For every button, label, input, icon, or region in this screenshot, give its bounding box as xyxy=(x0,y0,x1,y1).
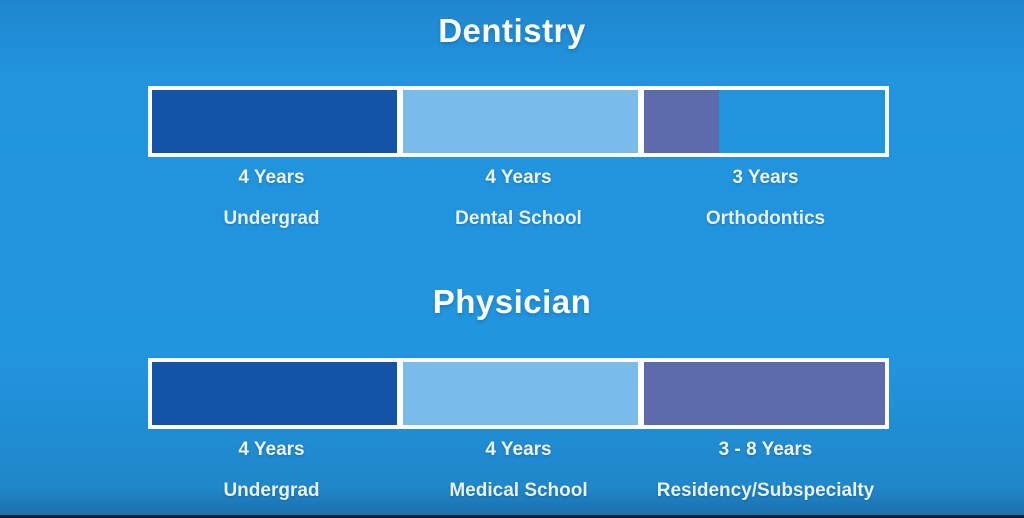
dentistry-segment-orthodontics-partial xyxy=(644,90,719,153)
stage-text: Dental School xyxy=(455,208,582,229)
dentistry-segment-undergrad xyxy=(152,90,397,153)
segment-divider xyxy=(638,90,645,153)
dentistry-segment-dental-school xyxy=(402,90,639,153)
dentistry-timeline-bar xyxy=(148,86,889,157)
stage-text: Medical School xyxy=(449,480,588,501)
stage-text: Undergrad xyxy=(223,208,320,229)
stage-text: Orthodontics xyxy=(705,208,826,229)
segment-divider xyxy=(638,362,645,425)
physician-section-title: Physician xyxy=(432,283,592,320)
dentistry-section-title: Dentistry xyxy=(438,12,586,49)
segment-divider xyxy=(396,362,403,425)
stage-text: Undergrad xyxy=(223,480,320,501)
physician-segment-undergrad xyxy=(152,362,397,425)
stage-text: Residency/Subspecialty xyxy=(656,480,875,501)
dentistry-segment-unfilled xyxy=(719,90,885,153)
duration-text: 3 Years xyxy=(732,167,799,188)
duration-text: 4 Years xyxy=(485,439,552,460)
duration-text: 3 - 8 Years xyxy=(718,439,813,460)
duration-text: 4 Years xyxy=(485,167,552,188)
physician-segment-residency xyxy=(644,362,885,425)
duration-text: 4 Years xyxy=(238,439,305,460)
physician-label-medical-school: 4 Years Medical School xyxy=(395,439,642,503)
dentistry-label-dental-school: 4 Years Dental School xyxy=(395,167,642,231)
dentistry-label-undergrad: 4 Years Undergrad xyxy=(148,167,395,231)
dentistry-labels-row: 4 Years Undergrad 4 Years Dental School … xyxy=(148,167,889,231)
physician-timeline-bar xyxy=(148,358,889,429)
video-letterbox-strip xyxy=(0,515,1024,518)
physician-labels-row: 4 Years Undergrad 4 Years Medical School… xyxy=(148,439,889,503)
duration-text: 4 Years xyxy=(238,167,305,188)
dentistry-label-orthodontics: 3 Years Orthodontics xyxy=(642,167,889,231)
segment-divider xyxy=(396,90,403,153)
physician-label-undergrad: 4 Years Undergrad xyxy=(148,439,395,503)
physician-label-residency: 3 - 8 Years Residency/Subspecialty xyxy=(642,439,889,503)
physician-segment-medical-school xyxy=(402,362,639,425)
